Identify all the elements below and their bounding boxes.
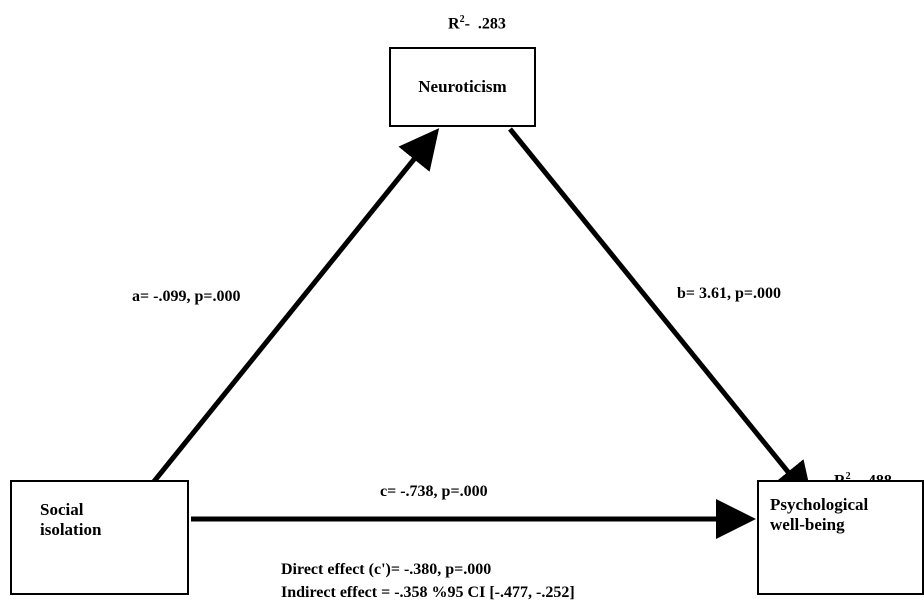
direct-effect-label: Direct effect (c')= -.380, p=.000 — [281, 561, 492, 578]
indirect-effect-label: Indirect effect = -.358 %95 CI [-.477, -… — [281, 584, 575, 601]
neuroticism-label: Neuroticism — [418, 77, 507, 96]
psychological-wellbeing-line2: well-being — [770, 515, 845, 534]
path-c-label: c= -.738, p=.000 — [380, 483, 488, 500]
path-b-label: b= 3.61, p=.000 — [677, 285, 782, 302]
path-b-arrow — [508, 127, 814, 503]
path-a-arrow — [133, 128, 440, 507]
psychological-wellbeing-box: Psychological well-being — [757, 480, 924, 595]
path-a-label: a= -.099, p=.000 — [132, 288, 241, 305]
social-isolation-box: Social isolation — [10, 480, 189, 595]
social-isolation-line2: isolation — [40, 520, 102, 539]
mediator-r-squared: R2- .283 — [448, 14, 506, 33]
neuroticism-box: Neuroticism — [389, 47, 536, 127]
psychological-wellbeing-line1: Psychological — [770, 495, 869, 514]
social-isolation-line1: Social — [40, 500, 84, 519]
